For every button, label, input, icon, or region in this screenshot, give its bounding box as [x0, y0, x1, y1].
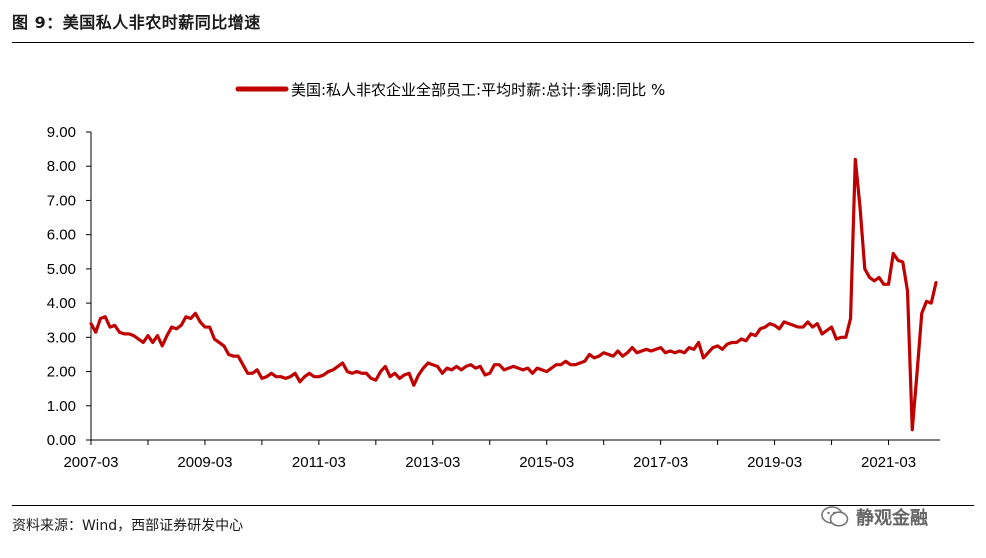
y-tick-label: 3.00 [47, 329, 76, 346]
plot-area [89, 157, 938, 432]
y-tick-label: 7.00 [47, 192, 76, 209]
y-axis: 0.00 1.00 2.00 3.00 4.00 5.00 6.00 7.00 8.00 9.00 [47, 124, 92, 449]
source-note: 资料来源：Wind，西部证券研发中心 [12, 518, 244, 534]
y-tick-label: 2.00 [47, 364, 76, 381]
watermark: 静观金融 [820, 502, 928, 532]
watermark-text: 静观金融 [856, 508, 928, 529]
bottom-divider [12, 505, 974, 506]
x-tick-label: 2011-03 [292, 454, 346, 471]
x-tick-label: 2007-03 [63, 454, 118, 471]
x-tick-label: 2015-03 [519, 454, 574, 471]
y-tick-label: 8.00 [47, 158, 76, 175]
y-tick-label: 6.00 [47, 227, 76, 244]
x-tick-label: 2013-03 [405, 454, 460, 471]
legend-label: 美国:私人非农企业全部员工:平均时薪:总计:季调:同比 % [291, 81, 665, 99]
top-divider [12, 42, 974, 43]
legend: 美国:私人非农企业全部员工:平均时薪:总计:季调:同比 % [235, 81, 665, 99]
y-tick-label: 0.00 [47, 432, 76, 449]
series-line [89, 157, 938, 432]
x-tick-label: 2017-03 [633, 454, 688, 471]
y-tick-label: 5.00 [47, 261, 76, 278]
y-tick-label: 9.00 [47, 124, 76, 141]
y-tick-label: 4.00 [47, 295, 76, 312]
y-tick-label: 1.00 [47, 398, 76, 415]
x-axis: 2007-03 2009-03 2011-03 2013-03 2015-03 2017-… [63, 439, 940, 471]
x-tick-label: 2021-03 [861, 454, 916, 471]
x-tick-label: 2019-03 [747, 454, 802, 471]
x-tick-label: 2009-03 [177, 454, 232, 471]
wechat-icon [821, 506, 849, 527]
series-points [91, 159, 936, 429]
figure-title: 图 9：美国私人非农时薪同比增速 [12, 13, 261, 32]
